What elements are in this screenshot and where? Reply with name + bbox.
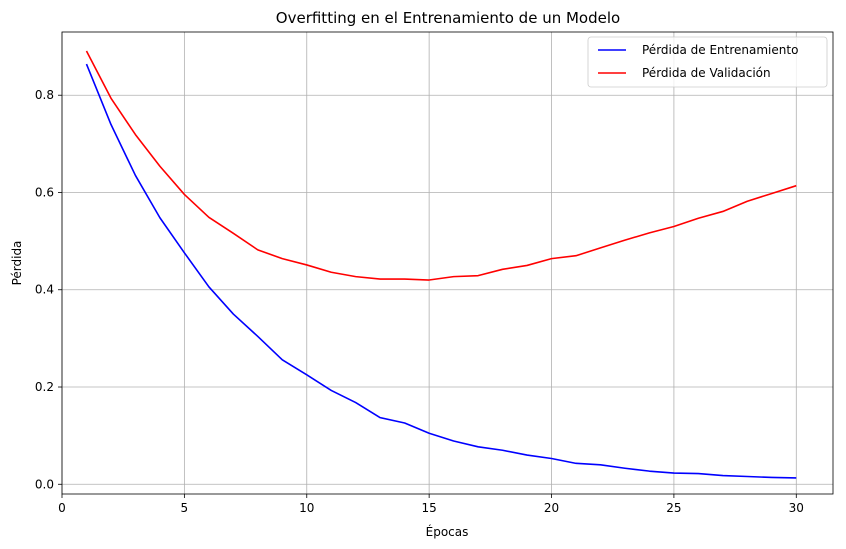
legend-label-train: Pérdida de Entrenamiento: [642, 43, 798, 57]
x-tick-label: 30: [789, 501, 804, 515]
plot-frame: [61, 31, 834, 495]
grid: [61, 32, 833, 494]
legend-label-val: Pérdida de Validación: [642, 66, 771, 80]
legend-box: [587, 36, 828, 88]
validation-loss-line: [85, 50, 797, 281]
x-tick-label: 0: [58, 501, 66, 515]
x-tick-label: 10: [299, 501, 314, 515]
y-tick-label: 0.0: [35, 477, 54, 491]
x-tick-label: 5: [181, 501, 189, 515]
series-lines: [85, 50, 797, 479]
y-tick-label: 0.8: [35, 88, 54, 102]
training-loss-line: [85, 63, 797, 479]
legend: Pérdida de Entrenamiento Pérdida de Vali…: [587, 36, 828, 88]
x-axis-label: Épocas: [426, 524, 469, 539]
x-tick-label: 15: [422, 501, 437, 515]
y-tick-label: 0.2: [35, 380, 54, 394]
y-tick-label: 0.6: [35, 185, 54, 199]
axis-ticks: 0 5 10 15 20 25 30 0.0 0.2 0.4 0.6 0.8: [35, 88, 804, 515]
x-tick-label: 25: [666, 501, 681, 515]
chart-title: Overfitting en el Entrenamiento de un Mo…: [276, 9, 620, 27]
y-axis-label: Pérdida: [10, 241, 24, 286]
x-tick-label: 20: [544, 501, 559, 515]
y-tick-label: 0.4: [35, 283, 54, 297]
